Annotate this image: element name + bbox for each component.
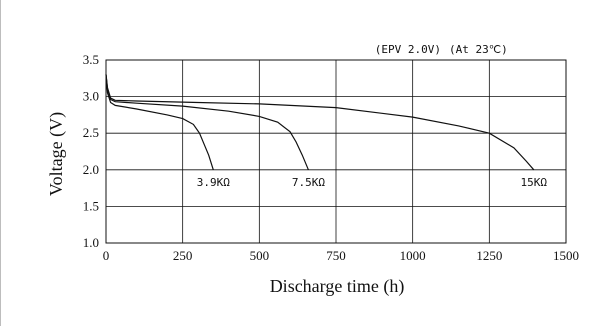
y-axis-label: Voltage (V) xyxy=(46,112,67,196)
series-line-3 xyxy=(105,74,535,171)
x-tick-label: 1250 xyxy=(476,248,502,263)
x-tick-label: 1000 xyxy=(400,248,426,263)
series-lines xyxy=(105,74,535,171)
y-tick-label: 2.5 xyxy=(83,125,99,140)
y-tick-label: 2.0 xyxy=(83,162,99,177)
series-label-1: 3.9KΩ xyxy=(197,176,230,189)
x-tick-label: 1500 xyxy=(553,248,579,263)
grid xyxy=(105,59,567,244)
y-tick-label: 3.5 xyxy=(83,52,99,67)
series-label-2: 7.5KΩ xyxy=(292,176,325,189)
series-label-3: 15KΩ xyxy=(521,176,548,189)
x-axis-label: Discharge time (h) xyxy=(270,276,405,297)
annotation-epv: (EPV 2.0V) xyxy=(375,43,441,56)
x-tick-label: 0 xyxy=(103,248,110,263)
x-tick-label: 750 xyxy=(326,248,346,263)
y-tick-label: 1.0 xyxy=(83,235,99,250)
y-tick-label: 3.0 xyxy=(83,89,99,104)
x-tick-label: 500 xyxy=(250,248,270,263)
x-tick-label: 250 xyxy=(173,248,193,263)
series-line-2 xyxy=(105,74,309,171)
tick-labels: 0 250 500 750 1000 1250 1500 1.0 1.5 2.0 2.5 3.0 3.5 xyxy=(83,52,579,263)
plot-area xyxy=(105,59,567,244)
series-line-1 xyxy=(105,74,214,170)
series-labels: 3.9KΩ 7.5KΩ 15KΩ xyxy=(197,176,548,189)
annotation-temp: (At 23℃) xyxy=(449,43,508,56)
y-tick-label: 1.5 xyxy=(83,198,99,213)
